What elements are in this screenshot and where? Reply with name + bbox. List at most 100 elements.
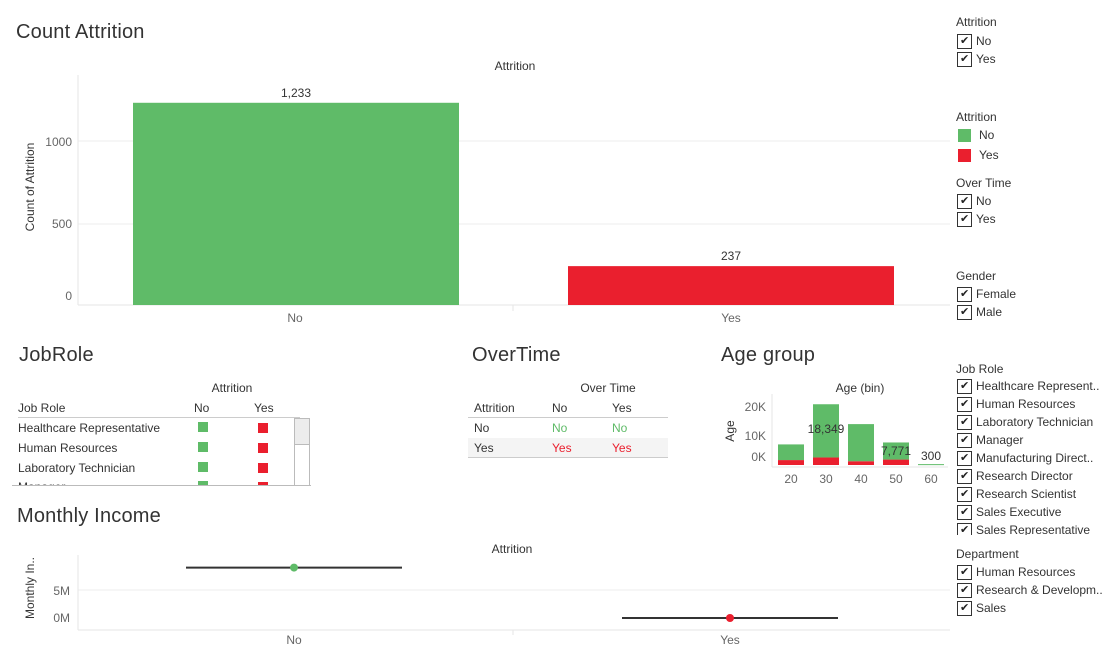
filter-jobrole-item[interactable]: Research Scientist xyxy=(957,485,1076,503)
mark-yes[interactable] xyxy=(258,482,268,486)
data-label-no: 1,233 xyxy=(281,86,311,100)
count-attrition-chart[interactable]: 1000 500 0 1,233 237 No Yes xyxy=(40,75,950,330)
mark-no[interactable] xyxy=(198,442,208,452)
table-row[interactable]: Manager xyxy=(18,477,300,486)
mark-yes[interactable] xyxy=(258,423,268,433)
monthly-income-header: Attrition xyxy=(491,542,533,556)
jobrole-row-label: Human Resources xyxy=(18,441,118,455)
mark-yes[interactable] xyxy=(258,443,268,453)
age-bar-yes-40[interactable] xyxy=(848,461,874,465)
filter-jobrole-item[interactable]: Healthcare Represent.. xyxy=(957,377,1099,395)
mark-no[interactable] xyxy=(198,422,208,432)
table-row[interactable]: Healthcare Representative xyxy=(18,418,300,438)
filter-department-item[interactable]: Research & Developm.. xyxy=(957,581,1103,599)
age-group-chart[interactable]: 20K 10K 0K 20 30 40 50 60 18,349 7,771 300 xyxy=(736,394,948,490)
overtime-table: Attrition No Yes No No No Yes Yes Yes xyxy=(468,398,668,458)
checkbox-icon[interactable] xyxy=(957,286,972,302)
table-row[interactable]: No No No xyxy=(468,418,668,438)
overtime-col-no: No xyxy=(552,400,568,415)
filter-gender-female[interactable]: Female xyxy=(957,285,1016,303)
legend-item-yes[interactable]: Yes xyxy=(958,146,999,164)
filter-jobrole-item[interactable]: Research Director xyxy=(957,467,1073,485)
filter-jobrole-item[interactable]: Manufacturing Direct.. xyxy=(957,449,1093,467)
jobrole-header-row: Job Role No Yes xyxy=(18,398,300,418)
mi-point-no[interactable] xyxy=(290,563,298,572)
age-bar-no-20[interactable] xyxy=(778,444,804,461)
mark-no[interactable] xyxy=(198,462,208,472)
checkbox-icon[interactable] xyxy=(957,378,972,394)
filter-jobrole-item[interactable]: Sales Executive xyxy=(957,503,1061,521)
overtime-header-row: Attrition No Yes xyxy=(468,398,668,418)
jobrole-row-label: Manager xyxy=(18,480,198,486)
age-xtick-20: 20 xyxy=(784,472,798,486)
table-row[interactable]: Yes Yes Yes xyxy=(468,438,668,458)
checkbox-icon[interactable] xyxy=(957,211,972,227)
filter-jobrole-item[interactable]: Manager xyxy=(957,431,1023,449)
overtime-col-yes: Yes xyxy=(612,400,632,415)
mi-point-yes[interactable] xyxy=(726,614,734,622)
filter-overtime-yes[interactable]: Yes xyxy=(957,210,996,228)
jobrole-scrollbar[interactable] xyxy=(294,418,310,486)
table-row[interactable]: Human Resources xyxy=(18,438,300,458)
jobrole-bottom-border xyxy=(12,485,311,486)
age-ytick-20k: 20K xyxy=(745,400,766,414)
checkbox-icon[interactable] xyxy=(957,582,972,598)
filter-overtime-no[interactable]: No xyxy=(957,192,991,210)
count-attrition-header: Attrition xyxy=(494,59,536,73)
checkbox-icon[interactable] xyxy=(957,33,972,49)
mark-no[interactable] xyxy=(198,481,208,486)
filter-jobrole-item[interactable]: Laboratory Technician xyxy=(957,413,1093,431)
filter-attrition-yes[interactable]: Yes xyxy=(957,50,996,68)
jobrole-table: Job Role No Yes Healthcare Representativ… xyxy=(12,398,310,486)
jobrole-col-header: Attrition xyxy=(211,381,253,395)
table-row[interactable]: Laboratory Technician xyxy=(18,458,300,478)
age-bar-no-30[interactable] xyxy=(813,404,839,458)
age-bar-yes-30[interactable] xyxy=(813,457,839,465)
bar-attrition-yes[interactable] xyxy=(568,266,894,305)
jobrole-scrollbar-thumb[interactable] xyxy=(295,419,309,445)
overtime-cell[interactable]: No xyxy=(612,421,628,435)
mi-xtick-yes: Yes xyxy=(720,633,740,647)
checkbox-icon[interactable] xyxy=(957,396,972,412)
checkbox-icon[interactable] xyxy=(957,522,972,535)
age-group-header: Age (bin) xyxy=(835,381,885,395)
checkbox-icon[interactable] xyxy=(957,193,972,209)
filter-department-item[interactable]: Human Resources xyxy=(957,563,1075,581)
checkbox-icon[interactable] xyxy=(957,564,972,580)
overtime-cell[interactable]: Yes xyxy=(552,440,572,455)
ytick-0: 0 xyxy=(65,289,72,303)
legend-item-no[interactable]: No xyxy=(958,126,994,144)
age-bar-yes-50[interactable] xyxy=(883,459,909,465)
filter-gender-male[interactable]: Male xyxy=(957,303,1002,321)
filter-jobrole-item[interactable]: Human Resources xyxy=(957,395,1075,413)
age-bar-no-40[interactable] xyxy=(848,424,874,462)
age-bar-no-50[interactable] xyxy=(883,442,909,460)
mark-yes[interactable] xyxy=(258,463,268,473)
age-data-label-50: 7,771 xyxy=(881,444,911,458)
overtime-cell[interactable]: No xyxy=(552,421,568,435)
checkbox-icon[interactable] xyxy=(957,486,972,502)
checkbox-icon[interactable] xyxy=(957,600,972,616)
checkbox-icon[interactable] xyxy=(957,432,972,448)
filter-jobrole-item[interactable]: Sales Representative xyxy=(957,521,1090,535)
checkbox-icon[interactable] xyxy=(957,468,972,484)
checkbox-icon[interactable] xyxy=(957,504,972,520)
monthly-income-chart[interactable]: 5M 0M No Yes xyxy=(40,555,950,655)
age-bar-yes-20[interactable] xyxy=(778,460,804,465)
jobrole-filter-list[interactable]: Healthcare Represent.. Human Resources L… xyxy=(956,377,1116,535)
age-xtick-50: 50 xyxy=(889,472,903,486)
checkbox-icon[interactable] xyxy=(957,450,972,466)
filter-department-item[interactable]: Sales xyxy=(957,599,1006,617)
jobrole-col-yes: Yes xyxy=(254,400,274,415)
overtime-row-label: Yes xyxy=(474,440,494,455)
checkbox-icon[interactable] xyxy=(957,51,972,67)
attrition-legend-title: Attrition xyxy=(956,110,997,124)
age-ylabel: Age xyxy=(723,420,737,442)
ytick-500: 500 xyxy=(52,217,72,231)
overtime-cell[interactable]: Yes xyxy=(612,440,632,455)
bar-attrition-no[interactable] xyxy=(133,102,459,306)
age-bar-no-60[interactable] xyxy=(918,464,944,466)
checkbox-icon[interactable] xyxy=(957,414,972,430)
filter-attrition-no[interactable]: No xyxy=(957,32,991,50)
checkbox-icon[interactable] xyxy=(957,304,972,320)
